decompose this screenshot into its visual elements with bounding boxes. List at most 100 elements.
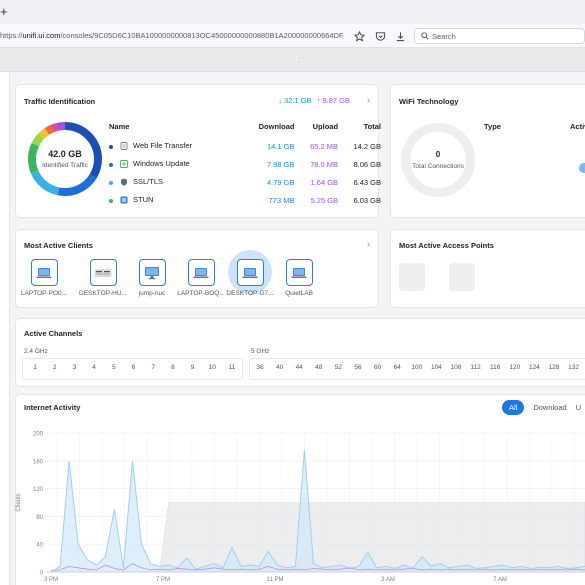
address-bar[interactable]: https://unifi.ui.com/consoles/9C05D6C10B…	[0, 31, 345, 40]
sidebar	[0, 72, 10, 585]
desktop-tower-icon	[89, 259, 117, 286]
table-row[interactable]: Web File Transfer 14.1 GB 65.2 MB 14.2 G…	[109, 137, 381, 155]
pocket-icon[interactable]	[373, 29, 387, 43]
traffic-summary[interactable]: ↓ 32.1 GB ↑ 9.87 GB	[278, 96, 350, 105]
filter-download-button[interactable]: Download	[533, 403, 567, 412]
col-download-header[interactable]: Download	[258, 121, 295, 131]
col-total-header[interactable]: Total	[363, 121, 381, 131]
browser-tab-strip: +	[0, 0, 585, 24]
wifi-technology-card: WiFi Technology Type Activ 0 Total Conne…	[390, 84, 585, 218]
channel-5-60: 60	[373, 364, 382, 371]
y-axis-label: Clients	[16, 493, 22, 511]
chevron-right-icon[interactable]: ›	[367, 95, 370, 105]
channel-5-120: 120	[509, 364, 521, 371]
search-icon	[421, 32, 429, 42]
client-item[interactable]: QuietLAB	[271, 259, 327, 297]
series-dot	[109, 198, 113, 203]
traffic-upload-total: ↑ 9.87 GB	[316, 96, 350, 105]
chevron-right-icon[interactable]: ›	[367, 239, 370, 249]
series-dot	[109, 162, 113, 167]
channel-24-8: 8	[171, 364, 175, 371]
table-row[interactable]: STUN 773 MB 5.25 GB 6.03 GB	[109, 191, 381, 209]
series-dot	[109, 144, 113, 149]
ssl-shield-icon	[120, 178, 128, 186]
stun-icon	[120, 196, 128, 204]
channel-5-64: 64	[393, 364, 401, 371]
channel-5-52: 52	[334, 364, 342, 371]
client-item[interactable]: jump-nuc	[124, 259, 180, 297]
table-row[interactable]: Windows Update 7.98 GB 78.0 MB 8.06 GB	[109, 155, 381, 173]
client-item[interactable]: LAPTOP-BOQ...	[173, 259, 229, 297]
wifi-type-header: Type	[484, 122, 501, 131]
client-label: LAPTOP-BOQ...	[177, 290, 225, 297]
download-icon[interactable]	[393, 29, 407, 43]
channel-5-40: 40	[275, 364, 284, 371]
windows-update-icon	[120, 159, 128, 168]
channel-5-48: 48	[315, 364, 323, 371]
laptop-icon	[236, 259, 264, 286]
access-points-title: Most Active Access Points	[399, 241, 494, 250]
client-label: QuietLAB	[285, 290, 313, 297]
app-header: UniFi	[0, 48, 585, 72]
donut-total-value: 42.0 GB	[48, 149, 82, 159]
download-cell: 4.79 GB	[266, 177, 295, 187]
app-name-cell: SSL/TLS	[109, 173, 239, 191]
y-tick-label: 0	[40, 571, 44, 577]
traffic-title: Traffic Identification	[24, 97, 96, 106]
app-name-cell: STUN	[109, 191, 239, 209]
filter-upload-button[interactable]: U	[575, 403, 582, 412]
browser-search-box[interactable]	[414, 28, 585, 44]
new-tab-button[interactable]: +	[0, 4, 8, 19]
bookmark-star-icon[interactable]	[352, 29, 366, 43]
client-item[interactable]: LAPTOP-PO0...	[16, 259, 72, 297]
active-channels-card: Active Channels	[15, 318, 585, 387]
laptop-icon	[187, 259, 215, 286]
channel-5-104: 104	[430, 364, 442, 371]
channel-row-5	[249, 358, 585, 380]
col-name-header[interactable]: Name	[109, 121, 130, 131]
channel-5-56: 56	[354, 364, 362, 371]
upload-cell: 1.64 GB	[310, 177, 339, 187]
channel-24-9: 9	[190, 364, 195, 371]
total-cell: 6.43 GB	[353, 177, 381, 187]
channel-row-24	[22, 358, 243, 380]
table-row[interactable]: SSL/TLS 4.79 GB 1.64 GB 6.43 GB	[109, 173, 381, 191]
traffic-donut: 42.0 GB Identified Traffic	[27, 121, 103, 197]
band-24-label: 2.4 GHz	[24, 348, 48, 355]
app-name: SSL/TLS	[133, 177, 164, 187]
channel-5-128: 128	[548, 364, 560, 371]
traffic-table: Name Download Upload Total Web File Tran…	[109, 115, 381, 209]
y-tick-label: 40	[36, 543, 43, 549]
laptop-icon	[285, 259, 313, 286]
channels-title: Active Channels	[24, 329, 83, 338]
channel-5-124: 124	[528, 364, 540, 371]
client-label: jump-nuc	[138, 290, 166, 297]
upload-cell: 65.2 MB	[310, 141, 339, 151]
activity-title: Internet Activity	[24, 403, 81, 412]
x-tick-label: 3 PM	[44, 577, 58, 583]
x-tick-label: 7 AM	[493, 577, 507, 583]
clients-title: Most Active Clients	[24, 241, 93, 250]
wifi-loading-indicator	[579, 163, 585, 173]
series-line-upload	[50, 563, 585, 571]
donut-total-label: Identified Traffic	[42, 162, 88, 169]
access-point-placeholder	[449, 263, 475, 291]
client-item[interactable]: DESKTOP-G7...	[222, 259, 278, 297]
traffic-identification-card: Traffic Identification ↓ 32.1 GB ↑ 9.87 G…	[15, 84, 381, 218]
series-line-clients	[50, 450, 585, 573]
client-label: DESKTOP-HU...	[79, 290, 127, 297]
search-input[interactable]	[432, 30, 572, 42]
y-tick-label: 80	[36, 515, 43, 521]
series-area-clients	[51, 450, 585, 572]
total-connections-value: 0	[435, 150, 441, 159]
upload-cell: 5.25 GB	[310, 195, 339, 205]
app-name: STUN	[133, 195, 154, 205]
filter-all-button[interactable]: All	[502, 400, 525, 415]
channel-5-44: 44	[295, 364, 303, 371]
col-upload-header[interactable]: Upload	[312, 121, 339, 131]
channel-24-5: 5	[111, 364, 116, 371]
client-item[interactable]: DESKTOP-HU...	[75, 259, 131, 297]
download-cell: 14.1 GB	[266, 141, 295, 151]
channel-5-112: 112	[470, 364, 481, 371]
channel-24-7: 7	[151, 364, 155, 371]
